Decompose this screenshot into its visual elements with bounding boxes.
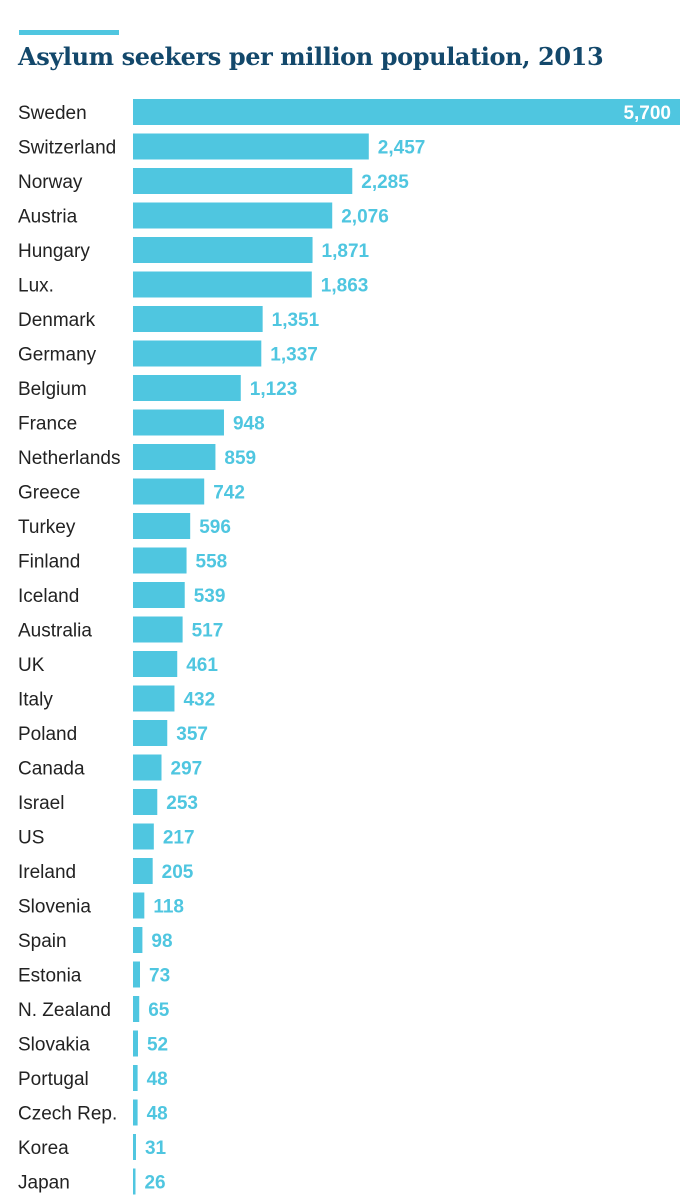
value-label: 742 bbox=[213, 483, 245, 504]
category-label: Turkey bbox=[18, 517, 76, 538]
value-label: 357 bbox=[176, 724, 208, 745]
bar bbox=[133, 927, 143, 953]
value-label: 539 bbox=[194, 586, 226, 607]
value-label: 1,871 bbox=[322, 241, 370, 262]
category-label: Finland bbox=[18, 552, 80, 573]
bar bbox=[133, 1099, 138, 1126]
bar bbox=[133, 478, 205, 505]
bar bbox=[133, 582, 185, 608]
category-label: Lux. bbox=[18, 276, 54, 297]
bar bbox=[133, 685, 175, 712]
category-label: Czech Rep. bbox=[18, 1104, 117, 1125]
category-label: Netherlands bbox=[18, 448, 120, 469]
bar bbox=[133, 133, 369, 160]
category-label: Australia bbox=[18, 621, 92, 642]
bar bbox=[133, 823, 154, 850]
value-label: 948 bbox=[233, 414, 265, 435]
category-label: Norway bbox=[18, 172, 83, 193]
bar bbox=[133, 271, 312, 298]
category-label: Slovenia bbox=[18, 897, 91, 918]
value-label: 253 bbox=[166, 793, 198, 814]
value-label: 48 bbox=[147, 1069, 168, 1090]
bar bbox=[133, 547, 187, 574]
bar bbox=[133, 1134, 136, 1160]
bar bbox=[133, 340, 262, 367]
value-label: 596 bbox=[199, 517, 231, 538]
category-label: Austria bbox=[18, 207, 78, 228]
category-label: Poland bbox=[18, 724, 77, 745]
category-label: Belgium bbox=[18, 379, 87, 400]
value-label: 1,863 bbox=[321, 276, 369, 297]
value-label: 48 bbox=[147, 1104, 168, 1125]
category-label: Switzerland bbox=[18, 138, 116, 159]
category-label: Iceland bbox=[18, 586, 79, 607]
value-label: 517 bbox=[192, 621, 224, 642]
category-label: N. Zealand bbox=[18, 1000, 111, 1021]
value-label: 859 bbox=[224, 448, 256, 469]
value-label: 98 bbox=[151, 931, 172, 952]
value-label: 205 bbox=[162, 862, 194, 883]
category-label: Ireland bbox=[18, 862, 76, 883]
category-label: Japan bbox=[18, 1173, 70, 1194]
bar bbox=[133, 375, 241, 401]
category-label: Spain bbox=[18, 931, 67, 952]
bar bbox=[133, 444, 216, 470]
value-label: 1,123 bbox=[250, 379, 298, 400]
bar bbox=[133, 202, 333, 229]
bar bbox=[133, 237, 313, 263]
category-label: Greece bbox=[18, 483, 80, 504]
category-label: Portugal bbox=[18, 1069, 89, 1090]
category-label: Sweden bbox=[18, 103, 87, 124]
bar bbox=[133, 961, 141, 988]
bar bbox=[133, 99, 680, 125]
category-label: Canada bbox=[18, 759, 85, 780]
value-label: 26 bbox=[144, 1173, 165, 1194]
value-label: 558 bbox=[196, 552, 228, 573]
value-label: 1,337 bbox=[270, 345, 318, 366]
category-label: Korea bbox=[18, 1138, 69, 1159]
chart-title: Asylum seekers per million population, 2… bbox=[18, 42, 604, 71]
value-label: 2,457 bbox=[378, 138, 426, 159]
value-label: 1,351 bbox=[272, 310, 320, 331]
bar bbox=[133, 409, 224, 436]
title-accent-rule bbox=[19, 30, 119, 35]
bar bbox=[133, 789, 158, 815]
value-label: 118 bbox=[153, 897, 184, 918]
category-label: UK bbox=[18, 655, 45, 676]
value-label: 5,700 bbox=[623, 103, 671, 124]
bar bbox=[133, 1168, 136, 1195]
value-label: 31 bbox=[145, 1138, 167, 1159]
value-label: 2,076 bbox=[341, 207, 389, 228]
category-label: Denmark bbox=[18, 310, 96, 331]
value-label: 65 bbox=[148, 1000, 170, 1021]
value-label: 432 bbox=[183, 690, 215, 711]
category-label: Slovakia bbox=[18, 1035, 90, 1056]
value-label: 297 bbox=[171, 759, 203, 780]
value-label: 73 bbox=[149, 966, 170, 987]
category-label: Israel bbox=[18, 793, 64, 814]
bar bbox=[133, 858, 153, 884]
value-label: 461 bbox=[186, 655, 218, 676]
bar bbox=[133, 168, 353, 194]
bar bbox=[133, 754, 162, 781]
bar bbox=[133, 1065, 138, 1091]
category-label: Italy bbox=[18, 690, 53, 711]
category-label: Hungary bbox=[18, 241, 90, 262]
category-label: US bbox=[18, 828, 44, 849]
bar bbox=[133, 651, 178, 677]
value-label: 52 bbox=[147, 1035, 168, 1056]
bar bbox=[133, 513, 191, 539]
bar bbox=[133, 996, 140, 1022]
value-label: 2,285 bbox=[361, 172, 409, 193]
bar bbox=[133, 720, 168, 746]
bar bbox=[133, 306, 263, 332]
category-label: Estonia bbox=[18, 966, 82, 987]
value-label: 217 bbox=[163, 828, 195, 849]
bar bbox=[133, 892, 145, 919]
category-label: Germany bbox=[18, 345, 97, 366]
bar bbox=[133, 1030, 138, 1057]
category-label: France bbox=[18, 414, 77, 435]
bar bbox=[133, 616, 183, 643]
